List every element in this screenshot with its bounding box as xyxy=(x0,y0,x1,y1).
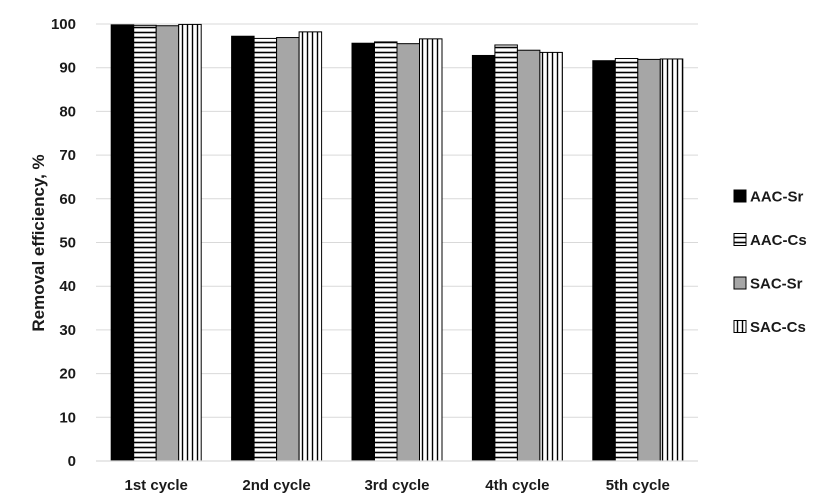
y-tick-label: 30 xyxy=(59,322,76,339)
bars xyxy=(110,23,684,462)
x-tick-label: 5th cycle xyxy=(606,477,670,494)
bar-sac-cs xyxy=(659,58,684,462)
bar-aac-sr xyxy=(351,42,375,462)
legend-label: SAC-Sr xyxy=(750,276,803,293)
bar-aac-sr xyxy=(110,24,135,462)
y-tick-label: 10 xyxy=(59,409,76,426)
legend: AAC-Sr AAC-Cs SAC-Sr SAC-Cs xyxy=(733,189,807,336)
y-tick-label: 100 xyxy=(51,16,76,33)
y-tick-label: 80 xyxy=(59,103,76,120)
y-tick-label: 70 xyxy=(59,147,76,164)
bar-sac-sr xyxy=(637,58,661,462)
x-tick-label: 4th cycle xyxy=(485,477,549,494)
legend-swatch-aac-sr xyxy=(733,189,747,203)
bar-aac-sr xyxy=(592,60,616,462)
bar-aac-cs xyxy=(133,24,157,462)
y-tick-label: 40 xyxy=(59,278,76,295)
legend-label: AAC-Cs xyxy=(750,232,807,249)
legend-label: AAC-Sr xyxy=(750,189,803,206)
bar-aac-cs xyxy=(614,58,639,462)
y-tick-label: 60 xyxy=(59,191,76,208)
bar-sac-cs xyxy=(298,31,323,462)
legend-swatch-sac-sr xyxy=(733,276,747,290)
legend-swatch-aac-cs xyxy=(733,233,747,246)
y-tick-label: 20 xyxy=(59,366,76,383)
x-axis-ticks: 1st cycle 2nd cycle 3rd cycle 4th cycle 5th … xyxy=(125,477,670,494)
x-tick-label: 3rd cycle xyxy=(364,477,429,494)
x-tick-label: 2nd cycle xyxy=(242,477,310,494)
bar-aac-sr xyxy=(231,35,255,462)
legend-label: SAC-Cs xyxy=(750,319,806,336)
y-axis-ticks: 0 10 20 30 40 50 60 70 80 90 100 xyxy=(51,16,76,470)
bar-aac-sr xyxy=(471,54,496,462)
bar-aac-cs xyxy=(253,37,278,462)
bar-sac-sr xyxy=(396,43,420,462)
legend-swatch-sac-cs xyxy=(733,320,747,333)
x-tick-label: 1st cycle xyxy=(125,477,188,494)
bar-sac-cs xyxy=(178,23,202,462)
y-tick-label: 0 xyxy=(68,453,76,470)
bar-sac-cs xyxy=(539,51,563,462)
bar-sac-cs xyxy=(419,38,443,462)
bar-sac-sr xyxy=(276,37,300,462)
bar-aac-cs xyxy=(374,41,398,462)
bar-aac-cs xyxy=(494,44,518,462)
y-tick-label: 90 xyxy=(59,60,76,77)
y-tick-label: 50 xyxy=(59,235,76,252)
y-axis-label: Removal efficiency, % xyxy=(29,154,48,331)
bar-sac-sr xyxy=(516,49,541,462)
bar-sac-sr xyxy=(155,25,180,462)
